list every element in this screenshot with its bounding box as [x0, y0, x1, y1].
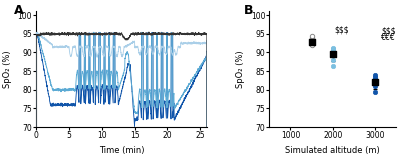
Y-axis label: SpO₂ (%): SpO₂ (%): [3, 51, 12, 88]
Point: [372, 81, 378, 84]
Point: [308, 41, 315, 43]
Point: [372, 77, 378, 80]
Text: B: B: [244, 4, 254, 17]
Point: [330, 47, 336, 50]
Point: [372, 74, 378, 76]
Text: €€€: €€€: [381, 33, 396, 42]
Text: $$$: $$$: [381, 27, 396, 36]
Point: [372, 85, 378, 87]
Text: A: A: [14, 4, 24, 17]
Point: [308, 38, 315, 40]
Point: [308, 39, 315, 42]
Point: [330, 59, 336, 61]
X-axis label: Time (min): Time (min): [99, 146, 144, 155]
Point: [330, 64, 336, 67]
Y-axis label: SpO₂ (%): SpO₂ (%): [236, 51, 245, 88]
Point: [308, 35, 315, 38]
Point: [308, 41, 315, 43]
Point: [330, 49, 336, 52]
Point: [330, 46, 336, 49]
Point: [308, 43, 315, 46]
Point: [330, 51, 336, 54]
Point: [372, 75, 378, 78]
Text: $$$: $$$: [335, 26, 350, 35]
Point: [372, 79, 378, 82]
Point: [308, 36, 315, 39]
Point: [330, 53, 336, 56]
Point: [372, 90, 378, 93]
X-axis label: Simulated altitude (m): Simulated altitude (m): [285, 146, 380, 155]
